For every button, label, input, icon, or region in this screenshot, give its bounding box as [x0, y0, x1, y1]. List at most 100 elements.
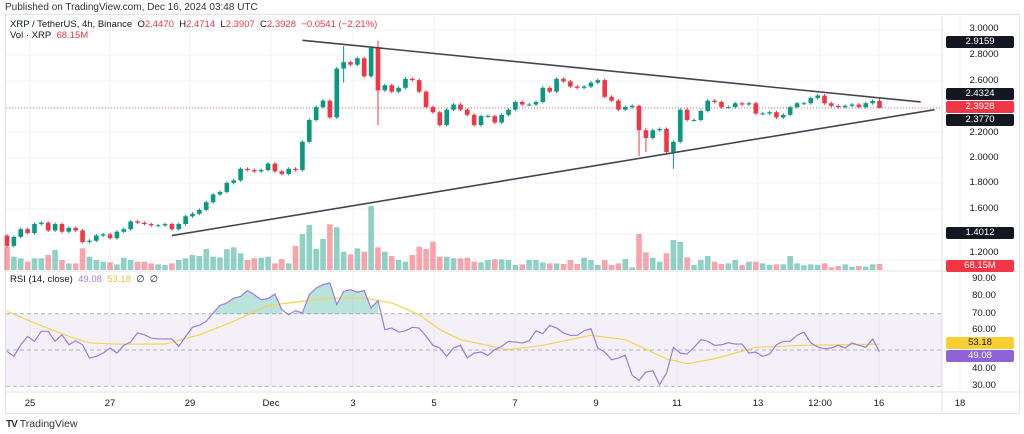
volume-bar: [828, 267, 835, 270]
rsi-title[interactable]: RSI (14, close): [10, 274, 73, 285]
volume-bar: [224, 249, 230, 270]
candle-body: [18, 229, 24, 237]
candle-body: [684, 109, 690, 120]
volume-bar: [285, 263, 292, 270]
time-tick: 3: [350, 398, 356, 409]
volume-bar: [134, 261, 141, 270]
volume-bar: [787, 256, 793, 270]
candle-body: [423, 91, 429, 108]
lower-trendline-badge: 2.3770: [946, 114, 1014, 126]
high-label: H: [179, 19, 187, 30]
candle-body: [787, 107, 793, 115]
volume-label[interactable]: Vol · XRP: [10, 30, 52, 41]
candle-body: [368, 47, 374, 77]
candle-body: [148, 224, 154, 226]
time-tick: 13: [752, 398, 764, 409]
candle-body: [719, 101, 724, 108]
volume-bar: [107, 262, 113, 270]
candle-body: [623, 107, 628, 110]
volume-bar: [320, 238, 326, 270]
volume-bar: [704, 256, 711, 270]
volume-bar: [100, 261, 106, 270]
candle-body: [396, 87, 401, 92]
volume-bar: [670, 240, 677, 270]
time-tick: 25: [24, 398, 36, 409]
candle-body: [822, 95, 827, 104]
volume-bar: [519, 264, 526, 270]
volume-bar: [59, 260, 65, 270]
candle-body: [856, 104, 862, 108]
price-tick: 1.6000: [969, 203, 999, 214]
candle-body: [410, 78, 415, 81]
change-value: −0.0541 (−2.21%): [301, 19, 378, 30]
volume-bar: [155, 264, 161, 270]
volume-bar: [794, 263, 800, 270]
candle-body: [4, 235, 10, 246]
volume-bar: [443, 256, 450, 270]
rsi-overbought-fill: [295, 282, 378, 314]
time-tick: 16: [873, 398, 885, 409]
volume-bar: [313, 248, 319, 270]
high-value: 2.4714: [186, 19, 216, 30]
tradingview-logo[interactable]: TV TradingView: [6, 418, 78, 430]
volume-bar: [306, 224, 313, 270]
volume-bar: [402, 261, 409, 270]
volume-bar: [684, 257, 690, 270]
rsi-value: 49.08: [78, 274, 102, 285]
volume-bar: [430, 241, 436, 270]
candle-body: [279, 171, 285, 174]
volume-bar: [409, 254, 416, 270]
candle-body: [39, 222, 44, 225]
rsi-ma-line: [6, 297, 880, 365]
volume-bar: [505, 260, 512, 270]
volume-bar: [24, 261, 31, 270]
candle-body: [499, 114, 504, 123]
volume-bar: [801, 265, 807, 270]
candle-body: [863, 103, 869, 108]
candle-body: [32, 224, 37, 234]
volume-bar: [773, 264, 780, 270]
candle-body: [176, 224, 182, 230]
volume-bar: [244, 260, 251, 270]
candle-body: [464, 109, 470, 115]
rsi-tick: 30.00: [972, 380, 996, 391]
time-tick: 18: [954, 398, 966, 409]
trendline: [171, 108, 935, 237]
symbol-title[interactable]: XRP / TetherUS, 4h, Binance: [10, 19, 133, 30]
candle-body: [835, 105, 841, 108]
rsi-line: [6, 282, 881, 387]
volume-bar: [485, 260, 491, 270]
volume-bar: [72, 263, 79, 270]
time-tick: 9: [593, 398, 599, 409]
volume-bar: [643, 252, 649, 270]
volume-bar: [588, 260, 594, 270]
volume-bar: [258, 257, 264, 270]
volume-bar: [615, 263, 622, 270]
volume-bar: [52, 250, 58, 270]
candle-body: [568, 81, 573, 87]
candle-body: [451, 104, 456, 110]
candle-body: [87, 240, 92, 243]
volume-bar: [361, 251, 368, 270]
volume-bar: [237, 253, 244, 270]
candle-body: [320, 100, 326, 108]
candle-body: [430, 107, 436, 113]
volume-bar: [333, 227, 340, 270]
candle-body: [547, 87, 553, 92]
candle-body: [94, 235, 99, 241]
candle-body: [73, 227, 78, 231]
candle-body: [162, 224, 168, 226]
rsi-badge: 49.08: [946, 350, 1014, 362]
candle-body: [100, 234, 106, 236]
volume-bar: [93, 260, 100, 270]
candle-body: [341, 62, 346, 69]
rsi-legend: RSI (14, close) 49.08 53.18 ∅ ∅: [10, 274, 158, 285]
volume-bar: [38, 258, 45, 270]
candle-body: [636, 105, 642, 131]
volume-bar: [299, 233, 306, 270]
volume-bar: [162, 264, 168, 270]
candle-body: [732, 103, 738, 108]
volume-bar: [175, 260, 182, 270]
candle-body: [25, 229, 30, 234]
